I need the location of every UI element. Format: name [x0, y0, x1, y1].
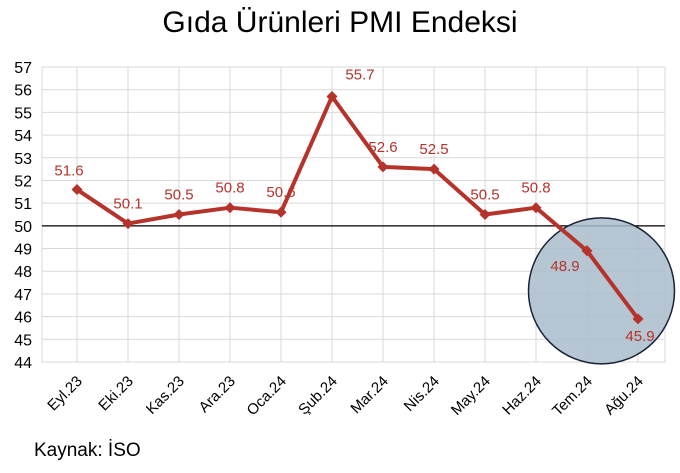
x-tick-label: Ağu.24: [601, 373, 647, 419]
y-tick-label: 45: [14, 332, 32, 349]
data-label: 50.6: [266, 184, 295, 201]
source-note: Kaynak: İSO: [34, 440, 141, 461]
x-tick-label: May.24: [448, 373, 494, 419]
x-tick-label: Oca.24: [244, 373, 290, 419]
data-label: 51.6: [54, 163, 83, 180]
x-tick-label: Ara.23: [196, 373, 239, 416]
x-tick-label: Şub.24: [295, 373, 341, 419]
data-label: 55.7: [345, 67, 374, 84]
data-point: [632, 313, 644, 325]
y-tick-label: 51: [14, 196, 32, 213]
data-point: [71, 184, 83, 196]
y-tick-label: 44: [14, 355, 32, 372]
highlight-circle: [527, 217, 676, 365]
data-point: [479, 209, 491, 220]
x-tick-label: Mar.24: [347, 373, 391, 417]
y-tick-label: 52: [14, 173, 32, 190]
data-label: 50.1: [113, 196, 142, 213]
data-point: [326, 91, 338, 102]
x-axis-ticks: Eyl.23 Eki.23 Kas.23 Ara.23 Oca.24 Şub.24 Mar.…: [44, 373, 647, 420]
series-group: [71, 91, 644, 325]
x-tick-label: Eki.23: [95, 373, 137, 415]
y-tick-label: 50: [14, 219, 32, 236]
data-point: [581, 245, 593, 257]
y-tick-label: 48: [14, 264, 32, 281]
series-line: [75, 94, 640, 321]
x-tick-label: Nis.24: [401, 373, 443, 415]
highlight-group: [527, 217, 676, 365]
data-label: 52.5: [419, 141, 448, 158]
y-tick-label: 47: [14, 287, 32, 304]
x-tick-label: Kas.23: [143, 373, 188, 418]
data-point: [428, 163, 440, 175]
grid-lines: [41, 66, 666, 363]
y-tick-label: 55: [14, 105, 32, 122]
x-tick-label: Haz.24: [499, 373, 545, 419]
data-point: [224, 202, 236, 214]
data-label: 50.8: [521, 180, 550, 197]
data-point: [122, 218, 134, 230]
x-tick-label: Tem.24: [549, 373, 596, 420]
plot-frame: [41, 66, 666, 363]
data-point: [530, 202, 542, 214]
chart-title: Gıda Ürünleri PMI Endeksi: [162, 6, 518, 39]
data-label: 50.8: [215, 180, 244, 197]
data-point: [377, 161, 389, 173]
y-tick-label: 53: [14, 151, 32, 168]
y-tick-label: 49: [14, 242, 32, 259]
y-axis-ticks: 44 45 46 47 48 49 50 51 52 53 54 55 56 57: [14, 60, 32, 372]
data-point: [173, 209, 185, 220]
data-label: 45.9: [625, 328, 654, 345]
data-point: [275, 206, 287, 218]
y-tick-label: 46: [14, 310, 32, 327]
data-label: 48.9: [550, 258, 579, 275]
y-tick-label: 54: [14, 128, 32, 145]
data-label: 50.5: [470, 187, 499, 204]
data-label: 50.5: [164, 187, 193, 204]
data-label: 52.6: [368, 139, 397, 156]
data-labels: 51.6 50.1 50.5 50.8 50.6 55.7 52.6 52.5 50.5 50.8…: [54, 67, 654, 345]
y-tick-label: 57: [14, 60, 32, 77]
y-tick-label: 56: [14, 83, 32, 100]
x-tick-label: Eyl.23: [44, 373, 86, 415]
